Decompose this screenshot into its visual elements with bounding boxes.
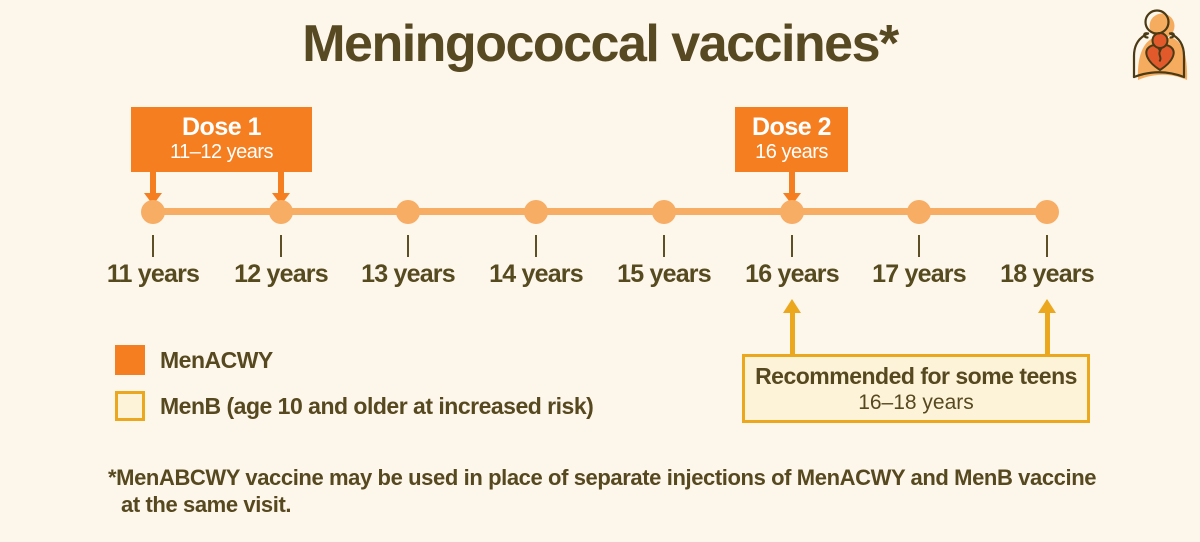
- dose1-callout: Dose 1 11–12 years: [131, 107, 312, 172]
- recommendation-age: 16–18 years: [858, 391, 974, 414]
- timeline-dot-16: [780, 200, 804, 224]
- arrow-stem: [789, 312, 795, 355]
- legend-item-menb: MenB (age 10 and older at increased risk…: [115, 391, 594, 421]
- timeline-label-17: 17 years: [872, 260, 967, 288]
- timeline-tick: [407, 235, 409, 257]
- timeline-tick: [918, 235, 920, 257]
- recommendation-title: Recommended for some teens: [755, 363, 1077, 389]
- timeline-label-16: 16 years: [745, 260, 840, 288]
- arrow-stem: [789, 172, 795, 194]
- arrow-head: [783, 299, 801, 313]
- parent-embracing-child-icon: [1132, 9, 1188, 80]
- arrow-up-icon: [1038, 299, 1056, 355]
- timeline-dot-12: [269, 200, 293, 224]
- arrow-head: [1038, 299, 1056, 313]
- recommendation-callout: Recommended for some teens 16–18 years: [742, 354, 1090, 423]
- timeline-dot-18: [1035, 200, 1059, 224]
- legend-item-menacwy: MenACWY: [115, 345, 273, 375]
- menb-swatch-icon: [115, 391, 145, 421]
- timeline-label-11: 11 years: [106, 260, 200, 288]
- legend-label-menacwy: MenACWY: [160, 346, 273, 373]
- arrow-stem: [150, 172, 156, 194]
- logo: [1126, 6, 1192, 86]
- footnote-line-1: *MenABCWY vaccine may be used in place o…: [108, 465, 1097, 490]
- timeline-label-15: 15 years: [617, 260, 712, 288]
- timeline-tick: [791, 235, 793, 257]
- page-title: Meningococcal vaccines*: [302, 15, 899, 73]
- timeline-dot-14: [524, 200, 548, 224]
- menacwy-swatch-icon: [115, 345, 145, 375]
- timeline-dot-13: [396, 200, 420, 224]
- timeline-label-14: 14 years: [489, 260, 584, 288]
- timeline-dot-11: [141, 200, 165, 224]
- dose2-title: Dose 2: [752, 113, 831, 141]
- dose2-callout: Dose 2 16 years: [735, 107, 848, 172]
- timeline-label-18: 18 years: [1000, 260, 1095, 288]
- timeline-tick: [663, 235, 665, 257]
- arrow-up-icon: [783, 299, 801, 355]
- timeline-label-13: 13 years: [361, 260, 456, 288]
- dose1-age: 11–12 years: [169, 141, 274, 163]
- timeline-tick: [535, 235, 537, 257]
- timeline-dot-15: [652, 200, 676, 224]
- timeline-tick: [152, 235, 154, 257]
- dose2-age: 16 years: [755, 141, 828, 163]
- footnote-line-2: at the same visit.: [121, 492, 292, 517]
- timeline-line: [153, 208, 1047, 215]
- timeline-tick: [1046, 235, 1048, 257]
- timeline-tick: [280, 235, 282, 257]
- arrow-stem: [278, 172, 284, 194]
- timeline-dot-17: [907, 200, 931, 224]
- legend-label-menb: MenB (age 10 and older at increased risk…: [160, 392, 594, 419]
- timeline-label-12: 12 years: [234, 260, 329, 288]
- dose1-title: Dose 1: [182, 113, 261, 141]
- footnote: *MenABCWY vaccine may be used in place o…: [108, 464, 1108, 518]
- arrow-stem: [1044, 312, 1050, 355]
